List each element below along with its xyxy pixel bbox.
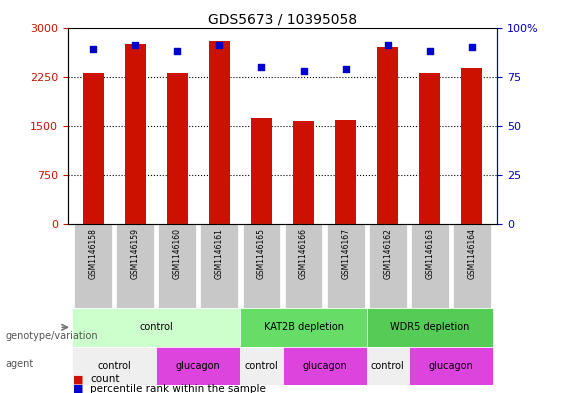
- Text: genotype/variation: genotype/variation: [6, 331, 98, 341]
- FancyBboxPatch shape: [369, 224, 407, 308]
- FancyBboxPatch shape: [201, 224, 238, 308]
- Text: WDR5 depletion: WDR5 depletion: [390, 322, 470, 332]
- Point: [467, 44, 476, 50]
- FancyBboxPatch shape: [156, 347, 240, 385]
- Text: GSM1146166: GSM1146166: [299, 228, 308, 279]
- Text: count: count: [90, 374, 120, 384]
- Point: [257, 64, 266, 70]
- Point: [425, 48, 434, 54]
- FancyBboxPatch shape: [285, 224, 323, 308]
- Bar: [377, 47, 398, 224]
- Text: GSM1146167: GSM1146167: [341, 228, 350, 279]
- Text: control: control: [140, 322, 173, 332]
- FancyBboxPatch shape: [409, 347, 493, 385]
- Point: [383, 42, 392, 48]
- Bar: [125, 44, 146, 224]
- Text: glucagon: glucagon: [428, 361, 473, 371]
- Text: glucagon: glucagon: [176, 361, 221, 371]
- FancyBboxPatch shape: [242, 224, 280, 308]
- FancyBboxPatch shape: [282, 347, 367, 385]
- Text: ■: ■: [73, 384, 84, 393]
- Bar: [335, 120, 356, 224]
- Bar: [167, 73, 188, 224]
- FancyBboxPatch shape: [327, 224, 364, 308]
- Point: [341, 66, 350, 72]
- FancyBboxPatch shape: [74, 224, 112, 308]
- Bar: [462, 68, 483, 224]
- Text: GSM1146163: GSM1146163: [425, 228, 434, 279]
- Bar: [209, 40, 230, 224]
- FancyBboxPatch shape: [411, 224, 449, 308]
- Text: GSM1146162: GSM1146162: [383, 228, 392, 279]
- Bar: [251, 118, 272, 224]
- FancyBboxPatch shape: [453, 224, 491, 308]
- FancyBboxPatch shape: [116, 224, 154, 308]
- Point: [299, 68, 308, 74]
- Point: [89, 46, 98, 52]
- Text: GSM1146161: GSM1146161: [215, 228, 224, 279]
- FancyBboxPatch shape: [240, 347, 282, 385]
- Point: [131, 42, 140, 48]
- Text: control: control: [245, 361, 279, 371]
- FancyBboxPatch shape: [72, 347, 156, 385]
- FancyBboxPatch shape: [240, 308, 367, 347]
- Text: GSM1146165: GSM1146165: [257, 228, 266, 279]
- Text: GSM1146158: GSM1146158: [89, 228, 98, 279]
- Bar: [419, 73, 440, 224]
- Text: GSM1146164: GSM1146164: [467, 228, 476, 279]
- Text: ■: ■: [73, 374, 84, 384]
- Text: control: control: [371, 361, 405, 371]
- Text: percentile rank within the sample: percentile rank within the sample: [90, 384, 266, 393]
- FancyBboxPatch shape: [72, 308, 240, 347]
- Point: [173, 48, 182, 54]
- FancyBboxPatch shape: [367, 308, 493, 347]
- Text: agent: agent: [6, 358, 34, 369]
- FancyBboxPatch shape: [367, 347, 409, 385]
- Text: glucagon: glucagon: [302, 361, 347, 371]
- Title: GDS5673 / 10395058: GDS5673 / 10395058: [208, 12, 357, 26]
- FancyBboxPatch shape: [158, 224, 196, 308]
- Text: GSM1146160: GSM1146160: [173, 228, 182, 279]
- Bar: [293, 121, 314, 224]
- Bar: [82, 73, 103, 224]
- Text: KAT2B depletion: KAT2B depletion: [263, 322, 344, 332]
- Text: control: control: [97, 361, 131, 371]
- Point: [215, 42, 224, 48]
- Text: GSM1146159: GSM1146159: [131, 228, 140, 279]
